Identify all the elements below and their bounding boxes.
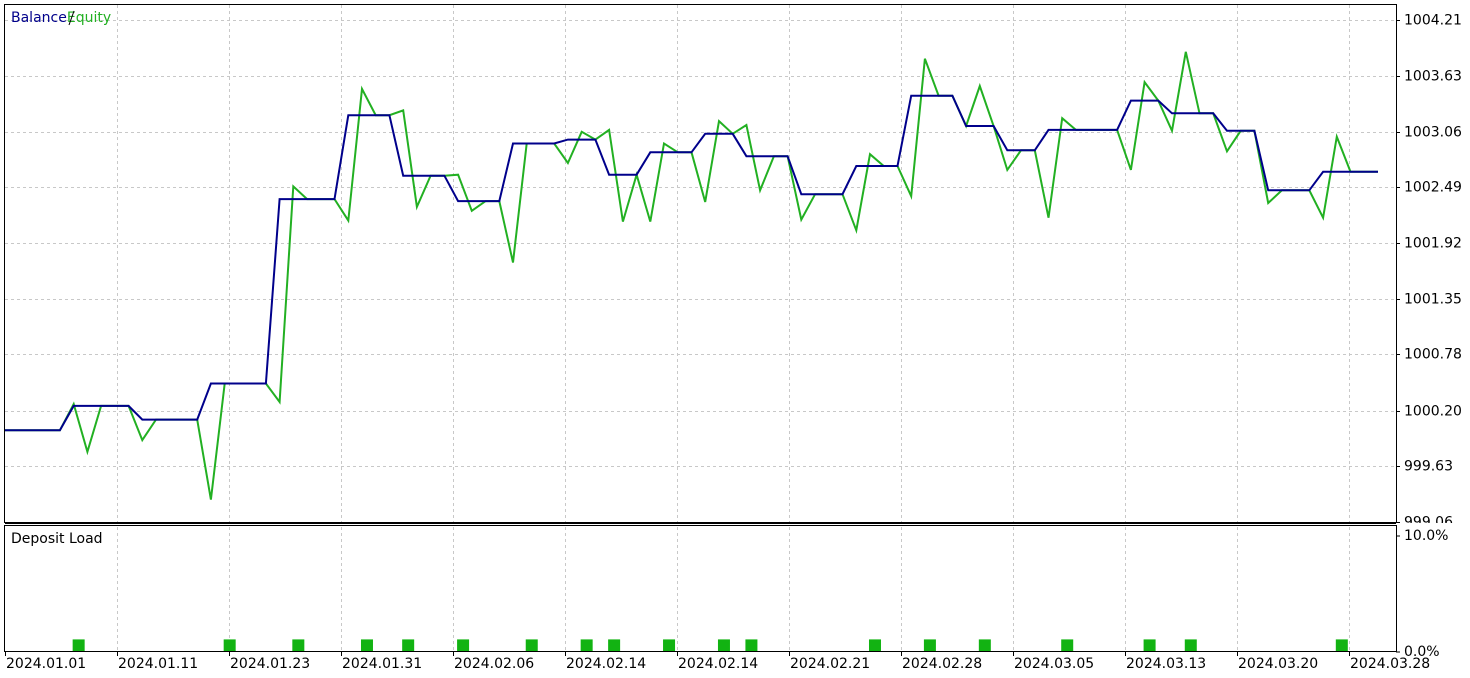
load-bar [360,639,373,651]
series-line [5,94,1378,432]
panel-title: Deposit Load [11,531,103,547]
panel-bg [0,523,1470,653]
y-tick-label: 1000.20 [1404,404,1462,420]
x-tick-label: 2024.01.23 [230,656,310,672]
x-tick-label: 2024.01.01 [6,656,86,672]
x-tick-label: 2024.03.20 [1238,656,1318,672]
load-bar [717,639,730,651]
load-bar [923,639,936,651]
y-tick-label: 1003.06 [1404,125,1462,141]
x-tick-label: 2024.02.28 [902,656,982,672]
y-tick-label: 999.63 [1404,459,1453,475]
load-bar [868,639,881,651]
load-bar [525,639,538,651]
x-tick-label: 2024.03.05 [1014,656,1094,672]
legend-entry: Balance [11,10,67,26]
y-tick-label: 10.0% [1404,528,1448,544]
load-bar [223,639,236,651]
load-bar [580,639,593,651]
load-bar [1143,639,1156,651]
legend: BalanceEquity [11,10,111,26]
x-tick-label: 2024.02.14 [678,656,758,672]
deposit-panel: 0.0% 10.0% Deposit Load [0,523,1470,660]
x-tick-label: 2024.01.31 [342,656,422,672]
y-tick-label: 1000.78 [1404,347,1462,363]
load-bar [978,639,991,651]
x-tick-label: 2024.02.14 [566,656,646,672]
y-tick-label: 1001.92 [1404,236,1462,252]
panel-border [4,525,1397,652]
load-bar [1061,639,1074,651]
legend-separator [68,10,75,26]
legend-entry: Equity [67,10,111,26]
load-bar [663,639,676,651]
plot-border [4,4,1397,523]
load-bar [1335,639,1348,651]
load-bar [402,639,415,651]
y-tick-label: 1004.21 [1404,13,1462,29]
load-bar [1184,639,1197,651]
x-tick-label: 2024.01.11 [118,656,198,672]
load-bar [72,639,85,651]
x-tick-label: 2024.03.13 [1126,656,1206,672]
load-bar [292,639,305,651]
x-axis: 2024.01.01 2024.01.11 2024.01.23 2024.01.31… [5,652,1430,672]
y-tick-label: 1003.63 [1404,69,1462,85]
main-panel: 999.06999.631000.201000.781001.351001.92… [4,4,1462,531]
y-tick-label: 0.0% [1404,644,1440,660]
load-bar [608,639,621,651]
load-bar [745,639,758,651]
y-tick-label: 1001.35 [1404,292,1462,308]
load-bar [457,639,470,651]
x-tick-label: 2024.02.06 [454,656,534,672]
x-tick-label: 2024.02.21 [790,656,870,672]
x-tick-label: 2024.03.28 [1350,656,1430,672]
y-tick-label: 1002.49 [1404,180,1462,196]
